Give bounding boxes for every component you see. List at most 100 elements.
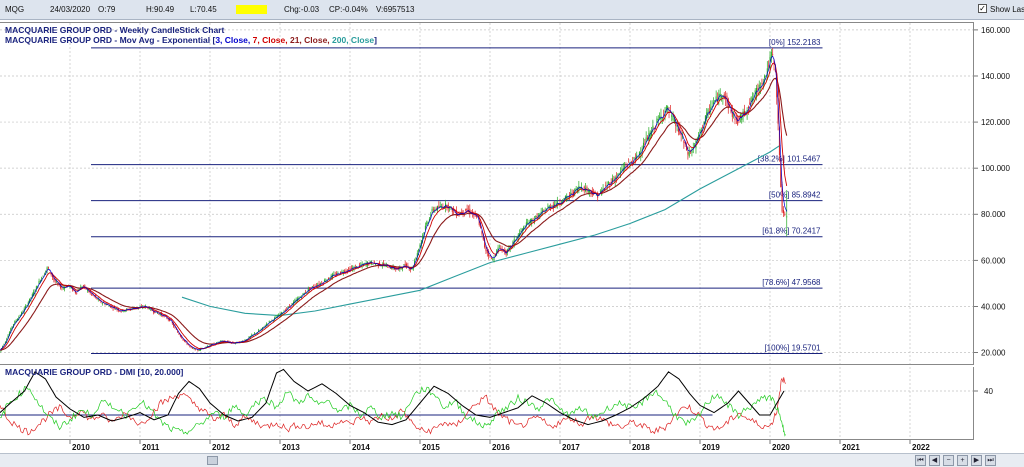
x-axis-label: 2017 — [562, 443, 580, 452]
candle-body — [723, 94, 725, 98]
zoom-in-button[interactable]: + — [957, 455, 968, 466]
candle-body — [570, 192, 572, 195]
candle-body — [6, 339, 8, 342]
dmi-axis-label: 40 — [984, 387, 993, 396]
candle-body — [688, 151, 690, 157]
price-chart-panel[interactable]: [0%] 152.2183 [38.2%] 101.5467 [50%] 85.89… — [0, 22, 973, 365]
candle-body — [764, 75, 766, 78]
candle-body — [54, 278, 56, 282]
candle-body — [617, 173, 619, 178]
fib-level-value: 19.5701 — [789, 343, 821, 352]
candle-body — [612, 178, 613, 182]
candle-body — [356, 266, 358, 267]
candle-body — [69, 286, 71, 288]
candle-body — [638, 152, 640, 156]
subtitle-ma200: 200, Close — [332, 35, 374, 45]
date-readout: 24/03/2020 — [50, 5, 91, 14]
candle-body — [57, 282, 59, 284]
price-grid — [0, 23, 973, 364]
chart-subtitle: MACQUARIE GROUP ORD - Mov Avg - Exponent… — [5, 35, 377, 45]
dmi-chart-panel[interactable]: MACQUARIE GROUP ORD - DMI [10, 20.000] — [0, 367, 973, 440]
minus-di-line — [0, 377, 786, 436]
scroll-first-button[interactable]: ⏮ — [915, 455, 926, 466]
chart-title: MACQUARIE GROUP ORD - Weekly CandleStick… — [5, 25, 224, 35]
candle-body — [625, 165, 627, 167]
candle-body — [4, 341, 6, 344]
candle-body — [649, 131, 651, 139]
candle-body — [655, 126, 657, 128]
candle-body — [699, 129, 701, 136]
candle-body — [435, 208, 437, 210]
candle-body — [17, 318, 18, 321]
candle-body — [451, 208, 453, 212]
candle-body — [630, 161, 632, 163]
fib-level-label: [78.6%] 47.9568 — [762, 278, 821, 287]
candle-body — [157, 312, 158, 314]
candle-body — [469, 208, 471, 214]
candle-body — [47, 267, 49, 269]
candle-body — [644, 144, 646, 146]
scroll-right-button[interactable]: ▶ — [971, 455, 982, 466]
candle-body — [673, 119, 675, 124]
high-readout: H:90.49 — [146, 5, 175, 14]
candle-body — [431, 208, 433, 212]
dmi-lines — [0, 368, 786, 437]
candle-body — [651, 131, 653, 136]
candle-body — [358, 264, 360, 266]
fibonacci-levels: [0%] 152.2183 [38.2%] 101.5467 [50%] 85.89… — [91, 38, 823, 354]
scroll-left-button[interactable]: ◀ — [929, 455, 940, 466]
candle-body — [624, 166, 626, 168]
candle-body — [266, 324, 268, 326]
candle-body — [424, 225, 426, 230]
scroll-last-button[interactable]: ⏭ — [985, 455, 996, 466]
candle-body — [552, 204, 554, 208]
candle-body — [498, 246, 500, 248]
candle-body — [403, 264, 405, 266]
candle-body — [453, 208, 455, 211]
candle-body — [492, 258, 494, 260]
zoom-out-button[interactable]: − — [943, 455, 954, 466]
candle-body — [305, 292, 307, 294]
candle-body — [31, 293, 33, 298]
candle-body — [747, 106, 749, 109]
ma200-layer — [181, 144, 781, 317]
candle-body — [466, 208, 468, 210]
adx-line — [0, 368, 785, 426]
candle-body — [96, 297, 98, 300]
candle-body — [647, 137, 648, 140]
candle-body — [108, 305, 110, 307]
candle-body — [384, 265, 386, 267]
candle-body — [271, 319, 273, 321]
show-last-checkbox[interactable]: ✓ — [978, 4, 987, 13]
candle-body — [74, 291, 76, 293]
candle-body — [568, 194, 570, 197]
candle-body — [734, 118, 736, 121]
scrollbar-thumb[interactable] — [207, 456, 218, 465]
candle-body — [333, 274, 335, 276]
candle-body — [768, 65, 770, 67]
candle-body — [749, 102, 751, 105]
candle-body — [183, 339, 185, 342]
candle-body — [299, 296, 301, 298]
candle-body — [147, 307, 149, 309]
candle-body — [45, 270, 47, 273]
candle-body — [770, 51, 772, 59]
candle-body — [741, 117, 743, 120]
candle-body — [544, 211, 546, 214]
candle-body — [340, 271, 342, 274]
candle-body — [53, 276, 55, 280]
candle-body — [439, 205, 441, 207]
candle-body — [589, 189, 591, 193]
fib-level-pct: [61.8%] — [762, 227, 789, 236]
candle-body — [182, 338, 184, 341]
fib-level-pct: [38.2%] — [758, 155, 785, 164]
x-axis-label: 2021 — [842, 443, 860, 452]
candle-body — [618, 173, 620, 175]
candle-body — [582, 189, 584, 191]
candle-body — [607, 182, 609, 184]
candle-body — [84, 285, 86, 287]
candle-body — [488, 252, 490, 257]
horizontal-scrollbar[interactable]: ⏮ ◀ − + ▶ ⏭ — [0, 453, 1024, 467]
candle-body — [341, 271, 343, 273]
subtitle-suffix: ] — [374, 35, 377, 45]
